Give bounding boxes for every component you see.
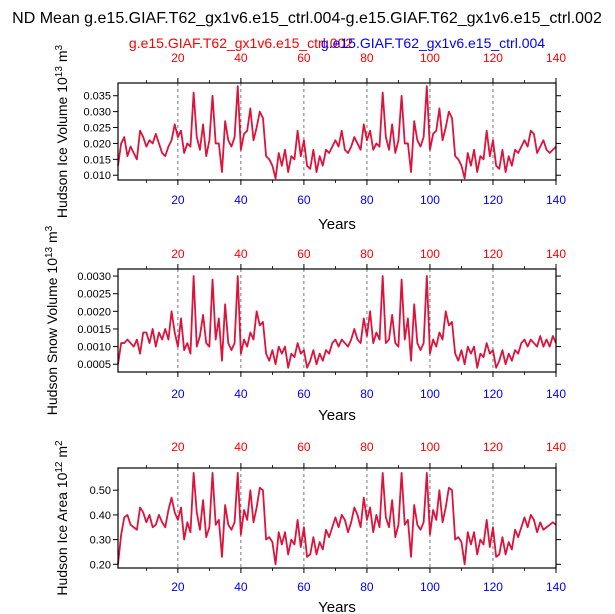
y-axis-label: Hudson Ice Volume 1013 m3 — [54, 45, 71, 219]
y-tick-label: 0.20 — [90, 559, 111, 571]
panel-ice-volume: 20 20 40 40 60 60 80 80 100 100 120 120 140 140 0.010 0… — [54, 45, 567, 234]
top-tick-label: 60 — [297, 440, 311, 454]
top-tick-label: 20 — [171, 440, 185, 454]
x-axis-label: Years — [318, 599, 356, 614]
top-tick-label: 100 — [420, 51, 440, 65]
top-tick-label: 80 — [360, 51, 374, 65]
top-tick-label: 60 — [297, 51, 311, 65]
y-tick-label: 0.030 — [83, 107, 111, 119]
bottom-tick-label: 140 — [546, 193, 566, 207]
bottom-tick-label: 80 — [360, 580, 374, 594]
legend-blue-label: g.e15.GIAF.T62_gx1v6.e15_ctrl.004 — [321, 35, 545, 51]
top-tick-label: 120 — [483, 247, 503, 261]
series-line-0 — [117, 472, 557, 566]
bottom-tick-label: 60 — [297, 580, 311, 594]
bottom-tick-label: 120 — [483, 193, 503, 207]
bottom-tick-label: 20 — [171, 387, 185, 401]
top-tick-label: 140 — [546, 247, 566, 261]
y-tick-label: 0.30 — [90, 535, 111, 547]
plot-frame — [117, 268, 557, 373]
top-tick-label: 100 — [420, 440, 440, 454]
x-axis-label: Years — [318, 407, 356, 424]
top-tick-label: 140 — [546, 51, 566, 65]
bottom-tick-label: 20 — [171, 193, 185, 207]
top-tick-label: 80 — [360, 247, 374, 261]
y-tick-label: 0.035 — [83, 91, 111, 103]
y-tick-label: 0.0005 — [77, 359, 111, 371]
panel-ice-area: 20 20 40 40 60 60 80 80 100 100 120 120 140 140 0.20 0.… — [54, 440, 567, 614]
y-tick-label: 0.50 — [90, 485, 111, 497]
bottom-tick-label: 80 — [360, 387, 374, 401]
top-tick-label: 60 — [297, 247, 311, 261]
y-tick-label: 0.0020 — [77, 306, 111, 318]
bottom-tick-label: 100 — [420, 193, 440, 207]
bottom-tick-label: 40 — [234, 580, 248, 594]
plot-frame — [117, 467, 557, 569]
y-tick-label: 0.010 — [83, 170, 111, 182]
bottom-tick-label: 80 — [360, 193, 374, 207]
y-tick-label: 0.0030 — [77, 271, 111, 283]
top-tick-label: 20 — [171, 247, 185, 261]
bottom-tick-label: 40 — [234, 193, 248, 207]
plot-frame — [117, 82, 557, 181]
bottom-tick-label: 120 — [483, 580, 503, 594]
figure-title: ND Mean g.e15.GIAF.T62_gx1v6.e15_ctrl.00… — [12, 10, 602, 27]
x-axis-label: Years — [318, 216, 356, 233]
panel-snow-volume: 20 20 40 40 60 60 80 80 100 100 120 120 140 140 0.0005… — [44, 225, 567, 424]
series-line-0 — [117, 85, 557, 180]
top-tick-label: 120 — [483, 440, 503, 454]
top-tick-label: 40 — [234, 440, 248, 454]
bottom-tick-label: 60 — [297, 387, 311, 401]
y-tick-label: 0.0015 — [77, 324, 111, 336]
bottom-tick-label: 20 — [171, 580, 185, 594]
top-tick-label: 40 — [234, 247, 248, 261]
bottom-tick-label: 140 — [546, 580, 566, 594]
bottom-tick-label: 100 — [420, 387, 440, 401]
series-line-0 — [117, 275, 557, 369]
y-tick-label: 0.0010 — [77, 342, 111, 354]
top-tick-label: 140 — [546, 440, 566, 454]
legend-red-label: g.e15.GIAF.T62_gx1v6.e15_ctrl.002 — [129, 35, 353, 51]
top-tick-label: 80 — [360, 440, 374, 454]
y-tick-label: 0.0025 — [77, 289, 111, 301]
top-tick-label: 20 — [171, 51, 185, 65]
bottom-tick-label: 140 — [546, 387, 566, 401]
y-tick-label: 0.020 — [83, 138, 111, 150]
top-tick-label: 100 — [420, 247, 440, 261]
bottom-tick-label: 100 — [420, 580, 440, 594]
y-tick-label: 0.40 — [90, 510, 111, 522]
y-axis-label: Hudson Snow Volume 1013 m3 — [44, 225, 61, 415]
top-tick-label: 120 — [483, 51, 503, 65]
bottom-tick-label: 40 — [234, 387, 248, 401]
y-tick-label: 0.015 — [83, 154, 111, 166]
y-tick-label: 0.025 — [83, 123, 111, 135]
bottom-tick-label: 60 — [297, 193, 311, 207]
y-axis-label: Hudson Ice Area 1012 m2 — [54, 440, 71, 596]
bottom-tick-label: 120 — [483, 387, 503, 401]
top-tick-label: 40 — [234, 51, 248, 65]
